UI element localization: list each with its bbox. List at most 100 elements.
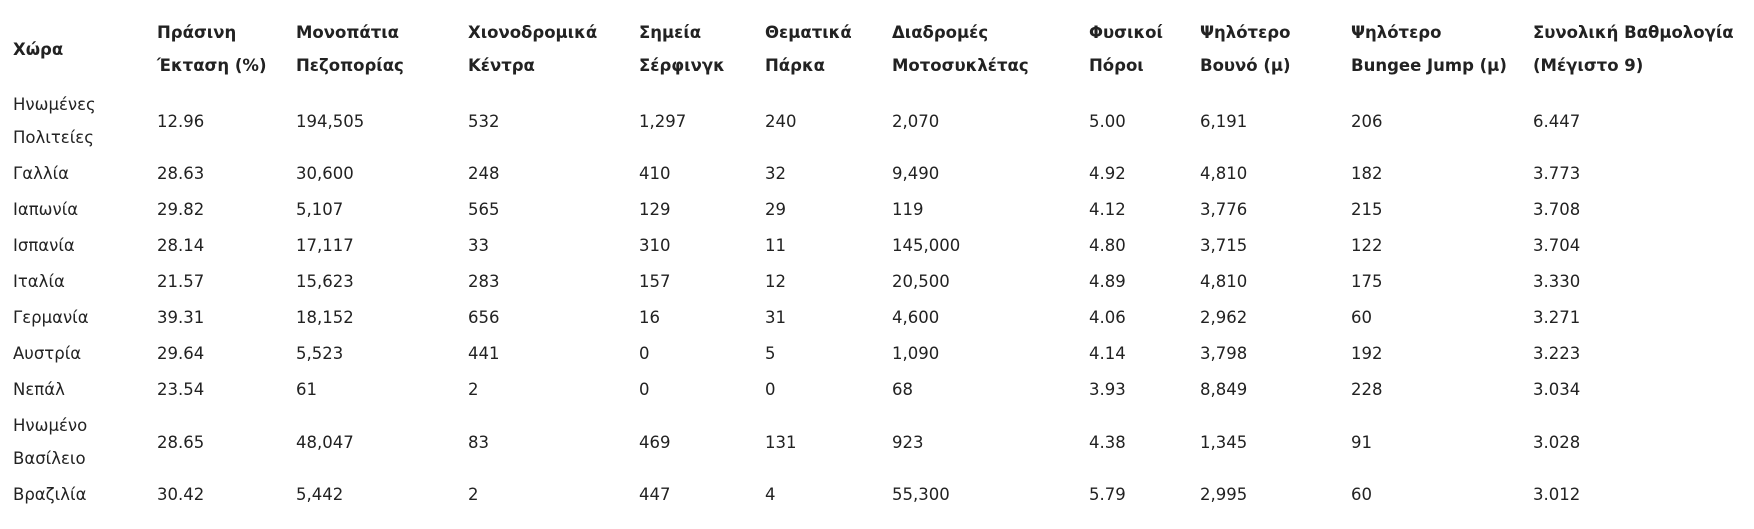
- value-cell: 8,849: [1200, 380, 1248, 399]
- value-cell: 119: [892, 200, 924, 219]
- value-cell: 28.65: [157, 432, 205, 452]
- value-cell: 4,810: [1200, 164, 1248, 183]
- value-cell: 175: [1351, 272, 1383, 291]
- table-body: Ηνωμένες Πολιτείες 12.96 194,505 532 1,297 24…: [0, 86, 1754, 512]
- value-cell: 4.06: [1089, 308, 1126, 327]
- value-cell: 30,600: [296, 164, 354, 183]
- table-head: Χώρα Πράσινη Έκταση (%) Μονοπάτια Πεζοπορί…: [0, 12, 1754, 86]
- column-header: Ψηλότερο Bungee Jump (μ): [1351, 23, 1507, 75]
- value-cell: 33: [468, 236, 489, 255]
- column-header: Θεματικά Πάρκα: [765, 23, 852, 75]
- value-cell: 5,442: [296, 485, 344, 504]
- value-cell: 182: [1351, 164, 1383, 183]
- value-cell: 32: [765, 164, 786, 183]
- value-cell: 3.708: [1533, 200, 1581, 219]
- value-cell: 4.14: [1089, 344, 1126, 363]
- column-header: Χιονοδρομικά Κέντρα: [468, 23, 598, 75]
- value-cell: 4,600: [892, 308, 940, 327]
- value-cell: 21.57: [157, 272, 205, 291]
- value-cell: 145,000: [892, 236, 961, 255]
- value-cell: 48,047: [296, 432, 354, 452]
- value-cell: 469: [639, 432, 671, 452]
- value-cell: 4.12: [1089, 200, 1126, 219]
- value-cell: 61: [296, 380, 317, 399]
- value-cell: 4.80: [1089, 236, 1126, 255]
- value-cell: 441: [468, 344, 500, 363]
- country-cell: Βραζιλία: [13, 485, 87, 504]
- value-cell: 2,995: [1200, 485, 1248, 504]
- value-cell: 3.330: [1533, 272, 1581, 291]
- table-row: Ιταλία 21.57 15,623 283 157 12 20,500 4.89 4,810…: [0, 263, 1754, 299]
- value-cell: 2,962: [1200, 308, 1248, 327]
- value-cell: 1,090: [892, 344, 940, 363]
- value-cell: 1,345: [1200, 432, 1248, 452]
- value-cell: 5: [765, 344, 776, 363]
- table-row: Ιαπωνία 29.82 5,107 565 129 29 119 4.12 3,776 215…: [0, 191, 1754, 227]
- value-cell: 447: [639, 485, 671, 504]
- value-cell: 3,798: [1200, 344, 1248, 363]
- column-header: Σημεία Σέρφινγκ: [639, 23, 725, 75]
- value-cell: 2,070: [892, 111, 940, 131]
- value-cell: 29.82: [157, 200, 205, 219]
- value-cell: 12: [765, 272, 786, 291]
- value-cell: 3.704: [1533, 236, 1581, 255]
- value-cell: 30.42: [157, 485, 205, 504]
- value-cell: 2: [468, 380, 479, 399]
- value-cell: 16: [639, 308, 660, 327]
- value-cell: 4,810: [1200, 272, 1248, 291]
- value-cell: 131: [765, 432, 797, 452]
- value-cell: 6,191: [1200, 111, 1248, 131]
- value-cell: 3.034: [1533, 380, 1581, 399]
- value-cell: 29.64: [157, 344, 205, 363]
- value-cell: 206: [1351, 111, 1383, 131]
- value-cell: 215: [1351, 200, 1383, 219]
- value-cell: 656: [468, 308, 500, 327]
- value-cell: 3.773: [1533, 164, 1581, 183]
- table-row: Βραζιλία 30.42 5,442 2 447 4 55,300 5.79 2,995 60…: [0, 476, 1754, 512]
- value-cell: 4.92: [1089, 164, 1126, 183]
- value-cell: 4: [765, 485, 776, 504]
- value-cell: 129: [639, 200, 671, 219]
- value-cell: 4.38: [1089, 432, 1126, 452]
- table-row: Αυστρία 29.64 5,523 441 0 5 1,090 4.14 3,798 192 3…: [0, 335, 1754, 371]
- column-header: Ψηλότερο Βουνό (μ): [1200, 23, 1291, 75]
- column-header: Διαδρομές Μοτοσυκλέτας: [892, 23, 1029, 75]
- value-cell: 60: [1351, 308, 1372, 327]
- column-header: Συνολική Βαθμολογία (Μέγιστο 9): [1533, 23, 1734, 75]
- table-row: Ηνωμένες Πολιτείες 12.96 194,505 532 1,297 24…: [0, 86, 1754, 155]
- country-cell: Γαλλία: [13, 164, 70, 183]
- value-cell: 3.012: [1533, 485, 1581, 504]
- value-cell: 18,152: [296, 308, 354, 327]
- country-cell: Νεπάλ: [13, 380, 65, 399]
- table-row: Γερμανία 39.31 18,152 656 16 31 4,600 4.06 2,962…: [0, 299, 1754, 335]
- value-cell: 3.028: [1533, 432, 1581, 452]
- table-row: Νεπάλ 23.54 61 2 0 0 68 3.93 8,849 228 3.034: [0, 371, 1754, 407]
- value-cell: 28.63: [157, 164, 205, 183]
- value-cell: 565: [468, 200, 500, 219]
- value-cell: 0: [639, 344, 650, 363]
- value-cell: 157: [639, 272, 671, 291]
- country-cell: Ιταλία: [13, 272, 65, 291]
- value-cell: 192: [1351, 344, 1383, 363]
- value-cell: 122: [1351, 236, 1383, 255]
- value-cell: 3.223: [1533, 344, 1581, 363]
- header-row: Χώρα Πράσινη Έκταση (%) Μονοπάτια Πεζοπορί…: [0, 12, 1754, 86]
- value-cell: 12.96: [157, 111, 205, 131]
- column-header: Φυσικοί Πόροι: [1089, 23, 1163, 75]
- data-table: Χώρα Πράσινη Έκταση (%) Μονοπάτια Πεζοπορί…: [0, 12, 1754, 512]
- column-header: Χώρα: [13, 39, 64, 59]
- value-cell: 0: [765, 380, 776, 399]
- value-cell: 9,490: [892, 164, 940, 183]
- value-cell: 5.00: [1089, 111, 1126, 131]
- value-cell: 29: [765, 200, 786, 219]
- value-cell: 410: [639, 164, 671, 183]
- value-cell: 4.89: [1089, 272, 1126, 291]
- value-cell: 248: [468, 164, 500, 183]
- value-cell: 532: [468, 111, 500, 131]
- value-cell: 3,776: [1200, 200, 1248, 219]
- value-cell: 5,107: [296, 200, 344, 219]
- value-cell: 20,500: [892, 272, 950, 291]
- page: Χώρα Πράσινη Έκταση (%) Μονοπάτια Πεζοπορί…: [0, 12, 1754, 529]
- value-cell: 15,623: [296, 272, 354, 291]
- value-cell: 3.271: [1533, 308, 1581, 327]
